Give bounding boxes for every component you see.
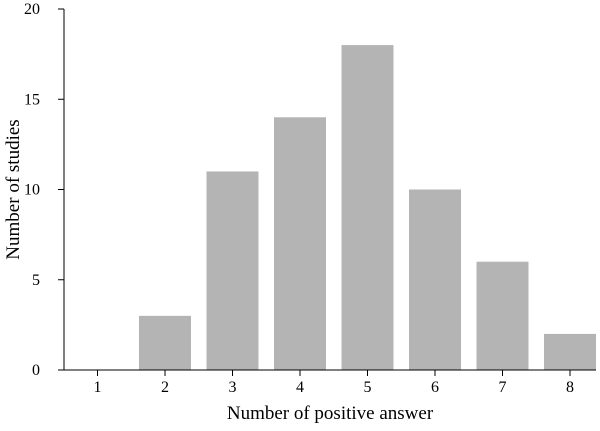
y-axis-title: Number of studies — [3, 119, 24, 259]
x-tick-label-1: 1 — [94, 379, 102, 396]
bar-8 — [544, 333, 596, 370]
bar-3 — [206, 171, 259, 370]
x-tick-label-6: 6 — [431, 379, 439, 396]
bars-layer — [139, 45, 596, 370]
x-tick-label-7: 7 — [499, 379, 507, 396]
bar-6 — [409, 189, 461, 370]
ticks-layer: 0 5 10 15 20 1 2 3 4 5 6 7 8 — [24, 1, 574, 396]
x-tick-label-4: 4 — [296, 379, 304, 396]
x-tick-label-8: 8 — [566, 379, 574, 396]
x-tick-label-3: 3 — [229, 379, 237, 396]
y-tick-label-5: 5 — [32, 272, 40, 289]
bar-2 — [139, 315, 191, 370]
bar-4 — [274, 117, 326, 370]
x-tick-label-2: 2 — [161, 379, 169, 396]
bar-7 — [476, 261, 529, 370]
x-tick-label-5: 5 — [364, 379, 372, 396]
x-axis-title: Number of positive answer — [227, 403, 434, 424]
y-tick-label-0: 0 — [32, 362, 40, 379]
y-tick-label-20: 20 — [24, 1, 40, 18]
y-tick-label-15: 15 — [24, 91, 40, 108]
bar-5 — [341, 45, 394, 370]
y-tick-label-10: 10 — [24, 182, 40, 199]
